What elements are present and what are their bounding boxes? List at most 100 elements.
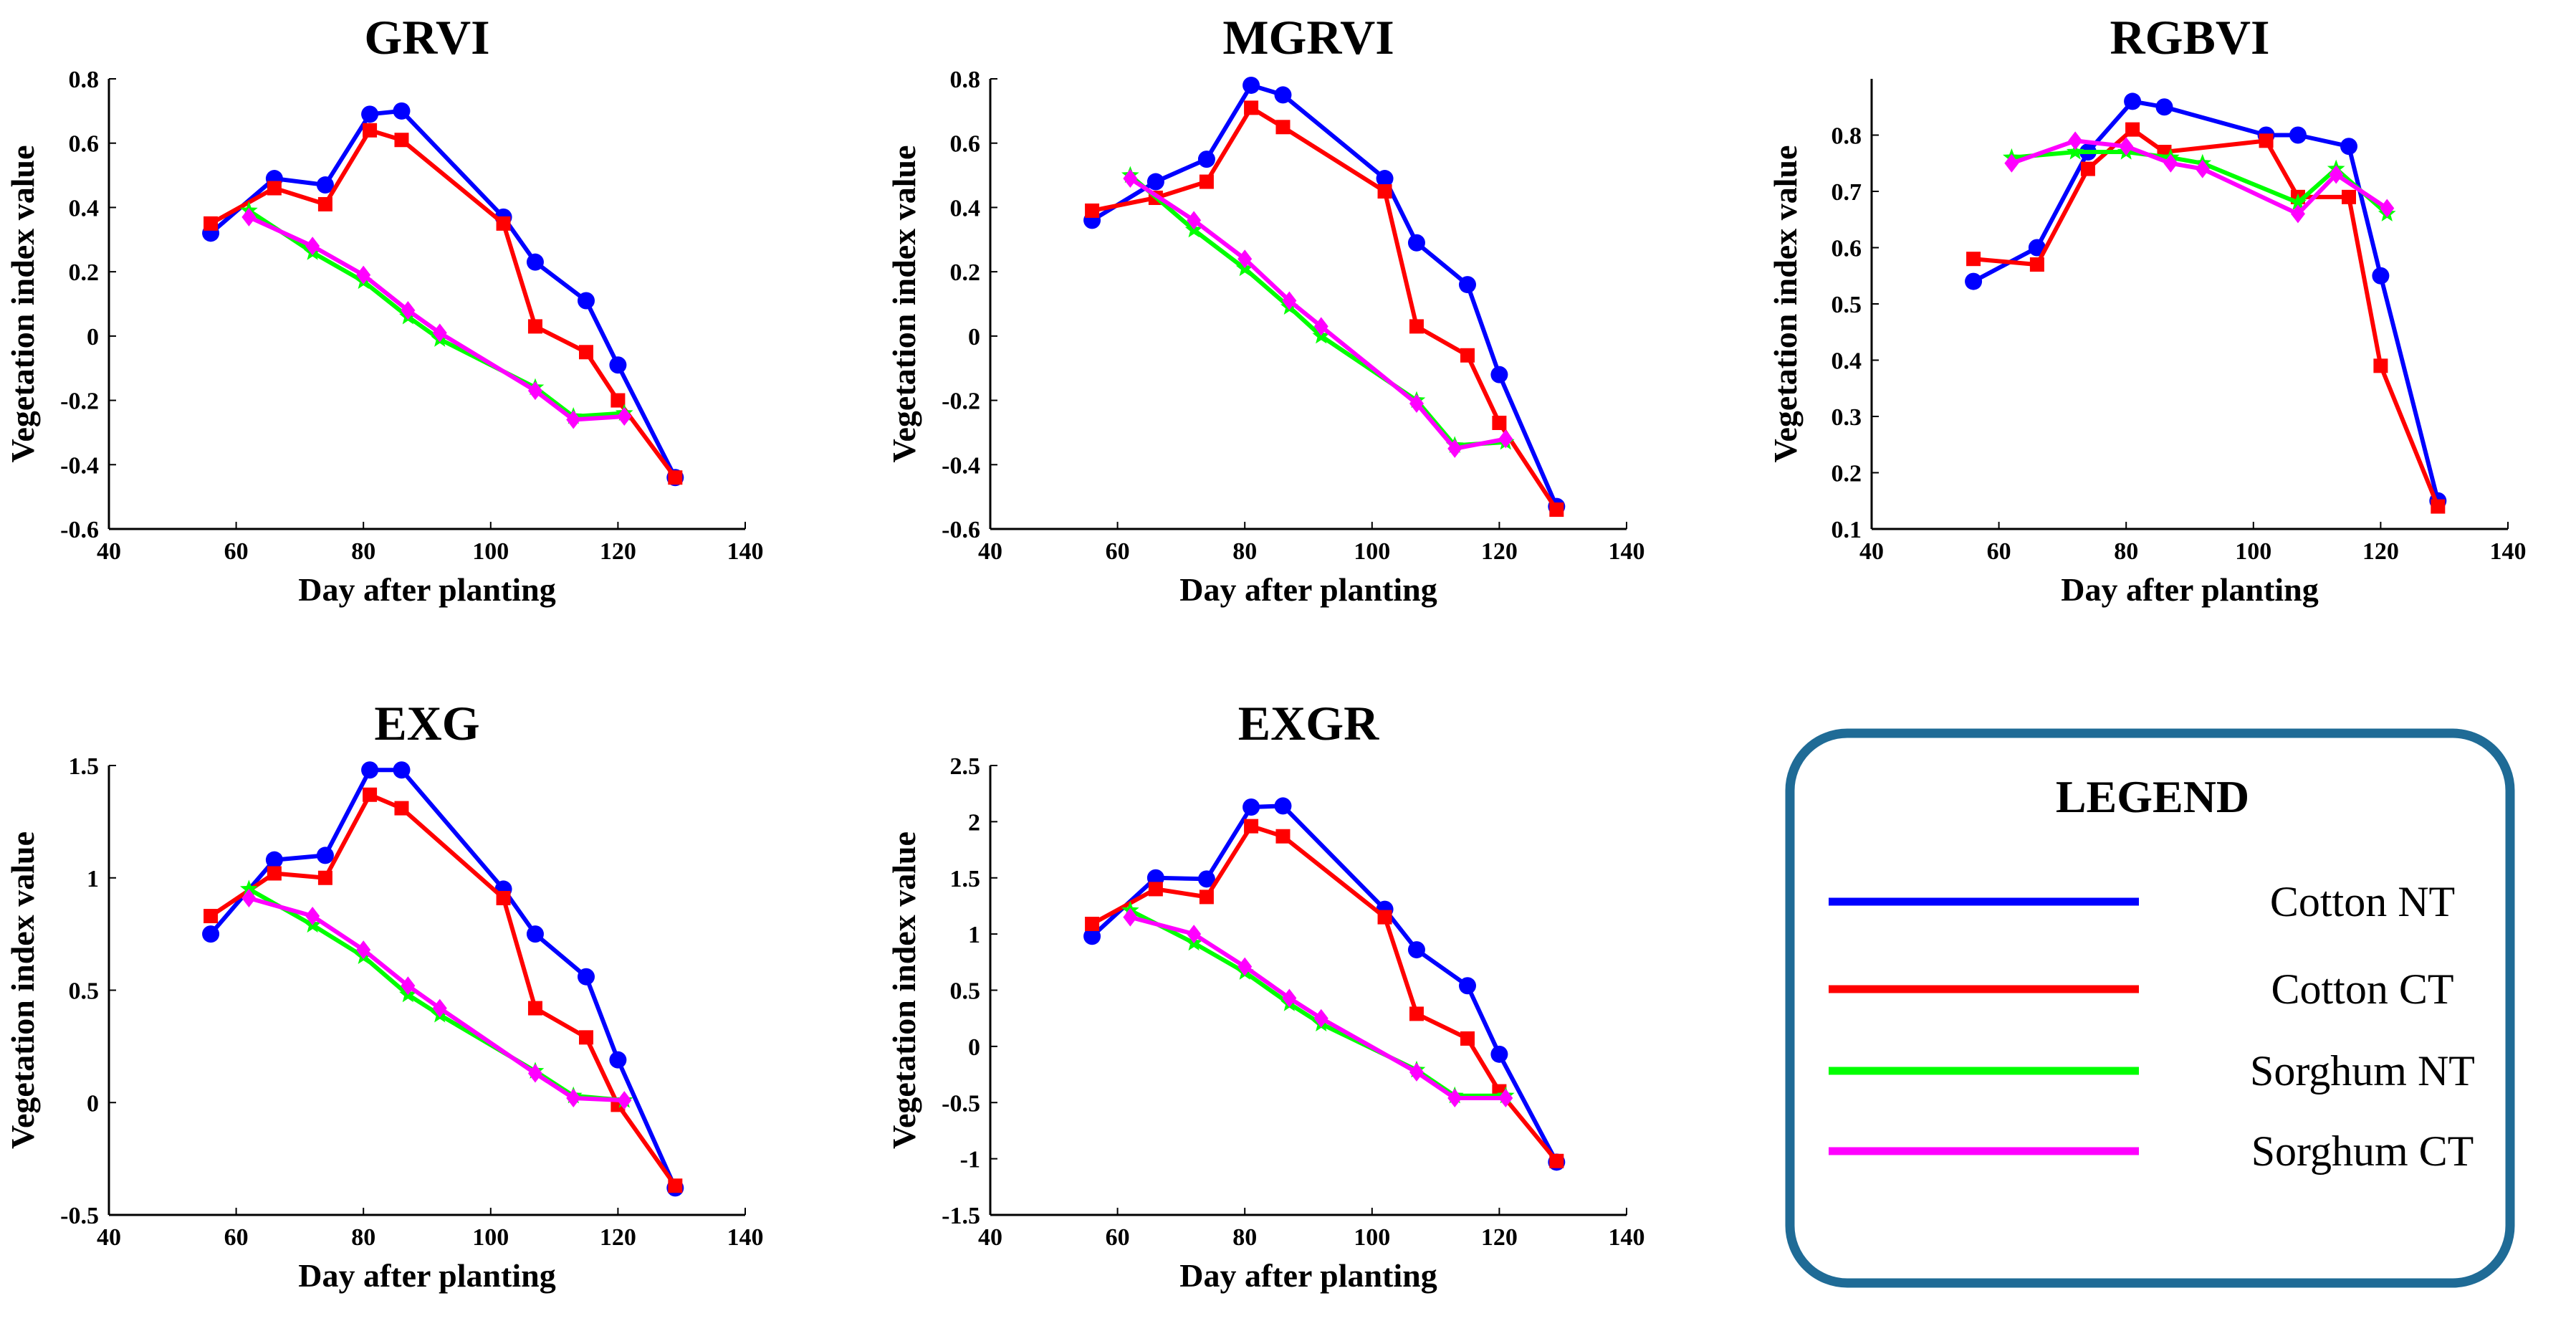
data-point [566,410,581,429]
y-tick-label: 0.6 [950,131,981,158]
data-point [317,196,332,211]
data-point [1492,415,1507,430]
y-tick-label: 2 [968,809,980,836]
y-tick-label: 0 [87,324,99,350]
x-axis-label: Day after planting [1179,1257,1437,1294]
x-tick-label: 40 [978,1224,1002,1251]
data-point [1409,1006,1424,1021]
data-point [1187,925,1202,944]
chart-title: RGBVI [2110,10,2270,65]
data-point [1313,1008,1328,1028]
data-point [305,237,320,256]
data-point [2163,153,2178,173]
series-line [1129,176,1506,451]
x-tick-label: 100 [1354,1224,1390,1251]
series-sorghum-nt [240,201,633,424]
series-cotton-ct [204,123,683,485]
chart-title: EXG [374,696,479,750]
data-point [1282,291,1297,310]
x-tick-label: 120 [1481,1224,1518,1251]
data-point [401,300,416,320]
series-line [209,792,677,1187]
data-point [267,866,282,881]
legend-panel: LEGEND Cotton NT Cotton CT Sorghum NT Sorgh… [1785,728,2515,1288]
data-point [2380,199,2395,218]
y-axis-label: Vegetation index value [1767,146,1804,463]
x-tick-label: 80 [1232,1224,1257,1251]
series-line [248,896,625,1103]
y-tick-label: 0.8 [1832,123,1862,150]
data-point [1549,1153,1564,1168]
x-tick-label: 140 [727,1224,764,1251]
legend-label: Sorghum NT [2250,1047,2475,1095]
x-tick-label: 100 [472,538,509,565]
y-tick-label: 1 [87,866,99,892]
series-cotton-nt [202,761,684,1197]
y-tick-label: 1.5 [950,866,981,892]
y-tick-label: 0.2 [69,259,100,286]
data-point [2259,133,2274,148]
data-point [2372,267,2390,285]
data-point [527,1001,542,1016]
x-tick-label: 60 [1987,538,2011,565]
y-tick-label: 0.2 [1832,461,1862,487]
x-axis-label: Day after planting [1179,571,1437,608]
data-point [1275,120,1291,135]
data-point [1377,910,1392,925]
chart-mgrvi: MGRVI 40 60 80 100 120 140 -0.6 -0.4 -0.2 0 0.2 0.4 0… [886,10,1645,608]
series-sorghum-ct [1123,169,1513,458]
data-point [2290,204,2305,224]
series-line [209,108,677,479]
y-tick-label: 0.2 [950,259,981,286]
data-point [1274,86,1292,104]
data-point [2340,138,2357,156]
data-point [578,292,595,310]
data-point [1407,234,1425,252]
legend-entries: Cotton NT Cotton CT Sorghum NT Sorghum CT [1829,878,2475,1175]
y-tick-label: -0.2 [60,388,99,415]
data-point [1282,988,1297,1008]
data-point [393,102,411,120]
data-point [2124,92,2142,110]
data-point [2119,137,2134,156]
y-tick-label: -0.5 [942,1090,980,1117]
series-cotton-nt [202,102,684,487]
y-tick-label: 0.5 [1832,292,1862,318]
x-tick-label: 60 [224,1224,249,1251]
x-tick-label: 140 [1609,1224,1645,1251]
legend-label: Sorghum CT [2251,1127,2474,1175]
data-point [305,907,320,926]
y-tick-label: 0.4 [1832,348,1862,375]
data-point [241,888,257,907]
series-line [209,128,677,479]
x-tick-label: 140 [2490,538,2527,565]
data-point [432,323,447,343]
data-point [617,1091,632,1110]
data-point [527,381,542,401]
y-tick-label: 0.1 [1832,517,1862,543]
chart-title: MGRVI [1222,10,1394,65]
x-tick-label: 60 [1106,538,1130,565]
data-point [394,133,409,148]
data-point [496,216,511,231]
series-line [2011,138,2388,216]
data-point [240,879,258,897]
series-sorghum-ct [241,207,632,429]
y-axis-label: Vegetation index value [4,831,41,1149]
data-point [1274,797,1292,815]
data-point [394,801,409,816]
series-cotton-nt [1083,797,1566,1171]
data-point [609,356,627,374]
chart-title: GRVI [364,10,489,65]
legend-box [1785,728,2515,1288]
data-point [527,1064,542,1083]
x-axis-label: Day after planting [298,1257,556,1294]
data-point [1549,502,1564,518]
data-point [1459,276,1476,294]
x-tick-label: 140 [1609,538,1645,565]
data-point [526,925,544,943]
data-point [267,181,282,196]
data-point [202,925,220,943]
data-point [1409,394,1424,414]
y-tick-label: -0.5 [60,1203,99,1229]
